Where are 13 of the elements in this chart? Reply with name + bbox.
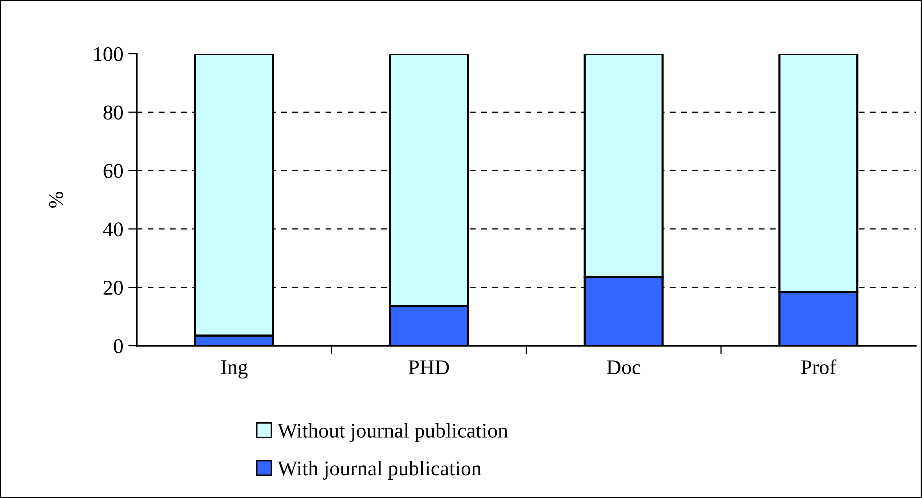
legend-label: Without journal publication [278, 423, 508, 442]
y-tick-label: 20 [104, 280, 124, 296]
legend-label: With journal publication [278, 461, 482, 480]
y-tick-label: 40 [103, 222, 124, 237]
x-tick-label: Ing [221, 360, 248, 379]
y-axis-title: % [49, 192, 64, 208]
y-tick-label: 0 [114, 339, 124, 354]
y-tick-label: 60 [104, 164, 124, 178]
y-tick-label: 80 [104, 106, 124, 120]
x-tick-label: Prof [801, 360, 837, 375]
x-tick-label: PHD [408, 360, 450, 374]
x-tick-label: Doc [607, 360, 641, 375]
y-tick-label: 100 [94, 47, 124, 62]
